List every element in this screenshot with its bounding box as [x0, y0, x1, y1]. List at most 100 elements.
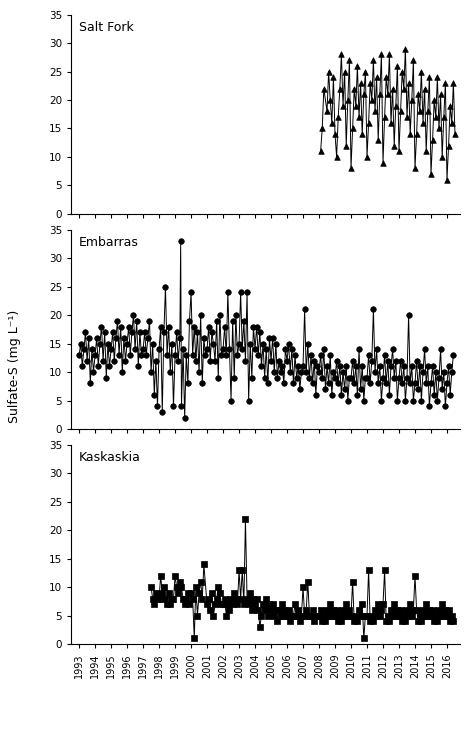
Point: [357, 610, 365, 621]
Point: [234, 599, 241, 610]
Point: [277, 366, 284, 378]
Point: [128, 326, 136, 338]
Point: [400, 361, 408, 373]
Point: [411, 570, 419, 582]
Point: [429, 361, 437, 373]
Point: [401, 395, 409, 406]
Point: [302, 604, 310, 616]
Point: [235, 564, 243, 576]
Point: [440, 111, 447, 123]
Point: [419, 117, 427, 129]
Point: [421, 83, 428, 94]
Point: [259, 599, 267, 610]
Point: [133, 315, 140, 326]
Point: [283, 610, 291, 621]
Point: [201, 349, 209, 361]
Point: [362, 372, 369, 384]
Point: [130, 310, 137, 321]
Point: [445, 604, 452, 616]
Point: [195, 366, 203, 378]
Point: [389, 343, 396, 355]
Point: [434, 616, 441, 627]
Point: [214, 581, 222, 593]
Point: [384, 89, 392, 100]
Point: [149, 337, 156, 349]
Point: [325, 378, 332, 389]
Point: [387, 361, 395, 373]
Point: [207, 355, 214, 367]
Point: [327, 349, 334, 361]
Point: [238, 564, 246, 576]
Point: [246, 587, 254, 599]
Point: [379, 372, 387, 384]
Point: [355, 111, 363, 123]
Point: [250, 593, 257, 605]
Point: [227, 593, 235, 605]
Point: [381, 111, 388, 123]
Point: [210, 337, 217, 349]
Point: [155, 343, 163, 355]
Point: [424, 361, 432, 373]
Point: [288, 343, 296, 355]
Point: [255, 604, 262, 616]
Point: [230, 587, 238, 599]
Point: [243, 286, 251, 298]
Point: [320, 343, 328, 355]
Point: [435, 604, 443, 616]
Point: [406, 128, 414, 140]
Point: [365, 117, 373, 129]
Point: [222, 349, 230, 361]
Point: [157, 570, 164, 582]
Point: [264, 378, 272, 389]
Point: [125, 321, 132, 332]
Point: [248, 604, 255, 616]
Point: [238, 343, 246, 355]
Point: [374, 599, 382, 610]
Point: [194, 610, 201, 621]
Point: [229, 315, 237, 326]
Point: [203, 599, 211, 610]
Point: [256, 621, 264, 633]
Point: [395, 610, 403, 621]
Point: [267, 355, 275, 367]
Point: [163, 599, 171, 610]
Point: [267, 604, 275, 616]
Point: [422, 146, 430, 157]
Point: [376, 361, 383, 373]
Point: [360, 89, 368, 100]
Point: [240, 315, 247, 326]
Point: [157, 321, 164, 332]
Point: [187, 587, 195, 599]
Point: [170, 593, 177, 605]
Point: [349, 575, 356, 587]
Point: [294, 604, 302, 616]
Point: [410, 395, 417, 406]
Point: [349, 355, 356, 367]
Point: [422, 599, 430, 610]
Point: [205, 321, 212, 332]
Point: [443, 173, 451, 185]
Point: [309, 604, 317, 616]
Point: [411, 378, 419, 389]
Point: [158, 587, 166, 599]
Point: [195, 587, 203, 599]
Point: [435, 372, 443, 384]
Point: [312, 389, 319, 400]
Point: [325, 610, 332, 621]
Point: [450, 349, 457, 361]
Point: [144, 332, 152, 344]
Point: [82, 326, 89, 338]
Point: [413, 128, 420, 140]
Point: [272, 604, 280, 616]
Point: [391, 372, 398, 384]
Point: [218, 599, 225, 610]
Point: [299, 361, 307, 373]
Point: [216, 310, 224, 321]
Point: [405, 77, 412, 89]
Point: [363, 151, 371, 163]
Point: [166, 599, 174, 610]
Point: [337, 389, 345, 400]
Point: [301, 610, 309, 621]
Point: [203, 343, 211, 355]
Point: [379, 157, 387, 168]
